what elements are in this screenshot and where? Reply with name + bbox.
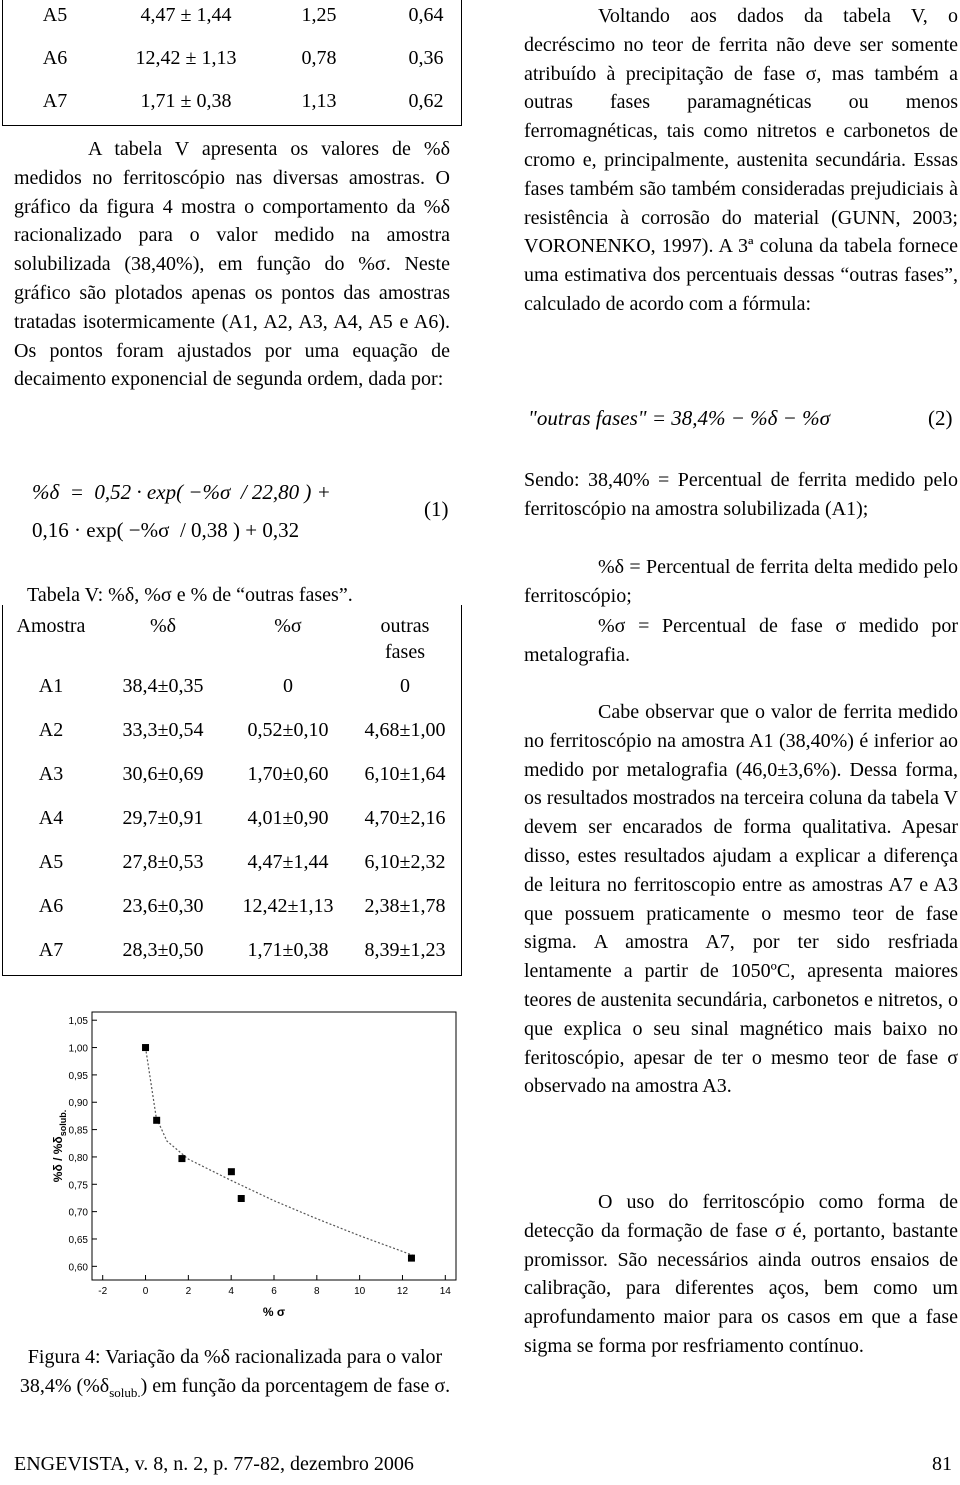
table-cell: 6,10±2,32 xyxy=(364,851,446,873)
y-tick-label: 1,05 xyxy=(69,1016,89,1027)
x-tick-label: -2 xyxy=(98,1286,107,1297)
table-cell: 0 xyxy=(283,675,293,697)
table-cell: 0,36 xyxy=(408,47,444,69)
data-point xyxy=(142,1044,150,1052)
table-cell: 29,7±0,91 xyxy=(122,807,204,829)
paragraph: A tabela V apresenta os valores de %δ me… xyxy=(14,138,450,391)
y-tick-label: 0,80 xyxy=(69,1153,89,1164)
definition: %σ = Percentual de fase σ medido por met… xyxy=(524,615,958,666)
y-axis-label-main: %δ / %δ xyxy=(51,1136,65,1182)
caption-text: ) em função da porcentagem de fase σ. xyxy=(140,1374,451,1397)
fit-curve xyxy=(144,1047,414,1256)
table-cell: A6 xyxy=(42,47,68,69)
y-tick-label: 0,90 xyxy=(69,1098,89,1109)
table-cell: 2,38±1,78 xyxy=(364,895,446,917)
x-tick-label: 4 xyxy=(228,1286,234,1297)
table-cell: 0,78 xyxy=(301,47,337,69)
data-point xyxy=(153,1116,161,1124)
x-tick-label: 12 xyxy=(397,1286,409,1297)
table-cell: 12,42 ± 1,13 xyxy=(135,47,237,69)
table-cell: 4,47±1,44 xyxy=(247,851,329,873)
table-cell: A5 xyxy=(38,851,64,873)
table-continuation: A5 4,47 ± 1,44 1,25 0,64 A6 12,42 ± 1,13 0,78 0… xyxy=(2,0,462,126)
y-tick-label: 0,95 xyxy=(69,1071,89,1082)
x-tick-label: 8 xyxy=(314,1286,320,1297)
chart: -2 0 2 4 6 8 10 12 14 0,60 0,65 0,70 0,75 0,80 0,85 0,9… xyxy=(51,1011,457,1319)
y-axis-label: %δ / %δsolub. xyxy=(51,1110,68,1182)
table-cell: 4,01±0,90 xyxy=(247,807,329,829)
definition: %δ = Percentual de ferrita delta medido … xyxy=(524,556,958,607)
table-header: outras fases xyxy=(380,615,430,663)
y-tick-label: 0,65 xyxy=(69,1235,89,1246)
table-cell: A5 xyxy=(42,4,68,26)
equation-text: "outras fases" = 38,4% − %δ − %σ xyxy=(528,406,830,430)
table-cell: 8,39±1,23 xyxy=(364,939,446,961)
table-cell: A3 xyxy=(38,763,64,785)
equation-number: (2) xyxy=(928,406,953,430)
table-cell: 0,62 xyxy=(408,90,444,112)
x-tick-label: 6 xyxy=(271,1286,277,1297)
table-cell: 30,6±0,69 xyxy=(122,763,204,785)
footer-journal: ENGEVISTA, v. 8, n. 2, p. 77-82, dezembr… xyxy=(14,1453,414,1475)
table-cell: 4,70±2,16 xyxy=(364,807,446,829)
table-cell: 1,70±0,60 xyxy=(247,763,329,785)
x-tick-label: 10 xyxy=(354,1286,366,1297)
table-cell: A7 xyxy=(42,90,68,112)
y-tick-label: 0,60 xyxy=(69,1262,89,1273)
table-cell: 0,52±0,10 xyxy=(247,719,329,741)
footer-page: 81 xyxy=(932,1453,952,1475)
table-cell: 1,25 xyxy=(301,4,337,26)
table-cell: A6 xyxy=(38,895,64,917)
figure-caption: Figura 4: Variação da %δ racionalizada p… xyxy=(10,1343,460,1408)
table-cell: A2 xyxy=(38,719,64,741)
table-cell: 1,71 ± 0,38 xyxy=(140,90,232,112)
table-cell: A1 xyxy=(38,675,64,697)
y-tick-label: 0,75 xyxy=(69,1180,89,1191)
table-cell: A4 xyxy=(38,807,64,829)
equation-line: %δ = 0,52 · exp( −%σ / 22,80 ) + xyxy=(32,480,331,504)
table-cell: 12,42±1,13 xyxy=(242,895,334,917)
paragraph: Cabe observar que o valor de ferrita med… xyxy=(524,701,958,1098)
table-header: %σ xyxy=(274,615,302,637)
table-cell: A7 xyxy=(38,939,64,961)
table-cell: 28,3±0,50 xyxy=(122,939,204,961)
table-cell: 4,47 ± 1,44 xyxy=(140,4,232,26)
x-axis-label: % σ xyxy=(263,1305,285,1319)
paragraph: Voltando aos dados da tabela V, o decrés… xyxy=(524,5,958,315)
table-cell: 1,13 xyxy=(301,90,337,112)
table-caption: Tabela V: %δ, %σ e % de “outras fases”. xyxy=(27,584,353,606)
table-cell: 27,8±0,53 xyxy=(122,851,204,873)
caption-text: Figura 4: Variação da %δ racionalizada p… xyxy=(19,1346,443,1397)
table-header: Amostra xyxy=(16,615,86,637)
y-axis-label-sub: solub. xyxy=(58,1110,68,1137)
data-point xyxy=(237,1195,245,1203)
table-cell: 0,64 xyxy=(408,4,444,26)
table-cell: 38,4±0,35 xyxy=(122,675,204,697)
data-point xyxy=(227,1168,235,1176)
table: Amostra %δ %σ outras fases A1 38,4±0,35 0 0 A2 33… xyxy=(2,605,462,976)
data-point xyxy=(407,1254,415,1262)
x-tick-label: 0 xyxy=(143,1286,149,1297)
x-tick-label: 2 xyxy=(186,1286,192,1297)
y-tick-label: 1,00 xyxy=(69,1044,89,1055)
table-cell: 0 xyxy=(400,675,410,697)
table-cell: 33,3±0,54 xyxy=(122,719,204,741)
equation-line: 0,16 · exp( −%σ / 0,38 ) + 0,32 xyxy=(32,518,300,542)
paragraph: O uso do ferritoscópio como forma de det… xyxy=(524,1191,958,1357)
definition: Sendo: 38,40% = Percentual de ferrita me… xyxy=(524,469,958,520)
caption-subscript: solub. xyxy=(109,1384,141,1400)
equation-number: (1) xyxy=(424,497,449,521)
table-cell: 1,71±0,38 xyxy=(247,939,329,961)
table-header: %δ xyxy=(149,615,177,637)
table-cell: 4,68±1,00 xyxy=(364,719,446,741)
table-cell: 6,10±1,64 xyxy=(364,763,446,785)
data-point xyxy=(178,1155,186,1163)
x-tick-label: 14 xyxy=(440,1286,452,1297)
table-cell: 23,6±0,30 xyxy=(122,895,204,917)
y-tick-label: 0,85 xyxy=(69,1126,89,1137)
y-tick-label: 0,70 xyxy=(69,1208,89,1219)
